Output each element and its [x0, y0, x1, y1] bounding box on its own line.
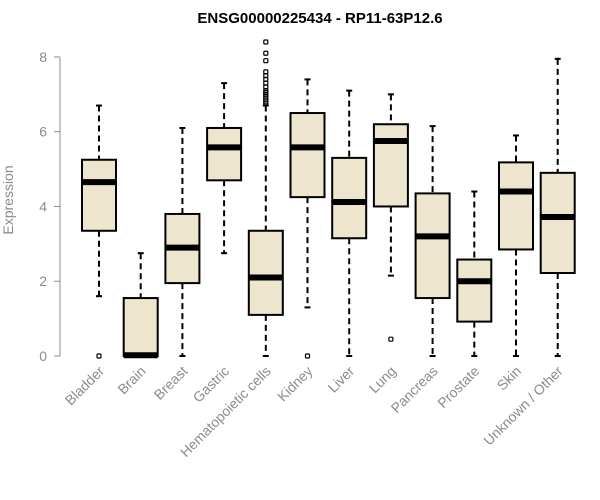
iqr-box: [247, 229, 284, 316]
iqr-box: [331, 156, 368, 240]
x-tick-label: Bladder: [62, 363, 108, 409]
x-tick-label: Liver: [325, 363, 358, 396]
outlier-point: [263, 39, 269, 45]
y-tick-label: 4: [39, 198, 47, 214]
y-tick-label: 2: [39, 273, 47, 289]
outlier-point: [388, 336, 394, 342]
box-liver: [331, 89, 368, 357]
box-gastric: [206, 82, 243, 255]
iqr-box: [414, 192, 451, 300]
outlier-point: [304, 353, 311, 359]
box-lung: [372, 93, 409, 342]
outlier-point: [263, 58, 269, 64]
x-tick-label: Brain: [114, 363, 148, 397]
iqr-box: [372, 123, 409, 208]
x-tick-label: Breast: [151, 363, 191, 403]
iqr-box: [539, 171, 576, 275]
iqr-box: [289, 112, 326, 199]
iqr-box: [498, 161, 534, 251]
y-axis-label: Expression: [0, 165, 16, 234]
iqr-box: [122, 297, 159, 357]
box-brain: [122, 252, 159, 359]
x-tick-label: Skin: [494, 363, 525, 394]
iqr-box: [81, 158, 117, 232]
box-bladder: [81, 104, 117, 359]
x-tick-label: Lung: [366, 363, 399, 396]
box-breast: [164, 126, 201, 357]
box-hematopoietic-cells: [247, 39, 284, 357]
chart-title: ENSG00000225434 - RP11-63P12.6: [197, 10, 442, 27]
outlier-point: [263, 50, 269, 56]
x-tick-label: Unknown / Other: [480, 363, 566, 449]
box-pancreas: [414, 125, 451, 357]
box-skin: [498, 134, 534, 357]
x-tick-label: Kidney: [274, 363, 316, 405]
box-unknown-other: [539, 57, 576, 357]
iqr-box: [456, 258, 493, 323]
y-tick-label: 8: [39, 49, 47, 65]
boxes-group: [81, 39, 576, 359]
iqr-box: [206, 126, 243, 182]
box-kidney: [289, 78, 326, 359]
y-tick-label: 6: [39, 124, 47, 140]
box-prostate: [456, 190, 493, 357]
y-tick-label: 0: [39, 348, 47, 364]
outlier-point: [96, 353, 102, 359]
y-axis: 0 2 4 6 8: [39, 49, 61, 364]
x-tick-label: Prostate: [434, 363, 482, 411]
outlier-point: [263, 69, 269, 75]
